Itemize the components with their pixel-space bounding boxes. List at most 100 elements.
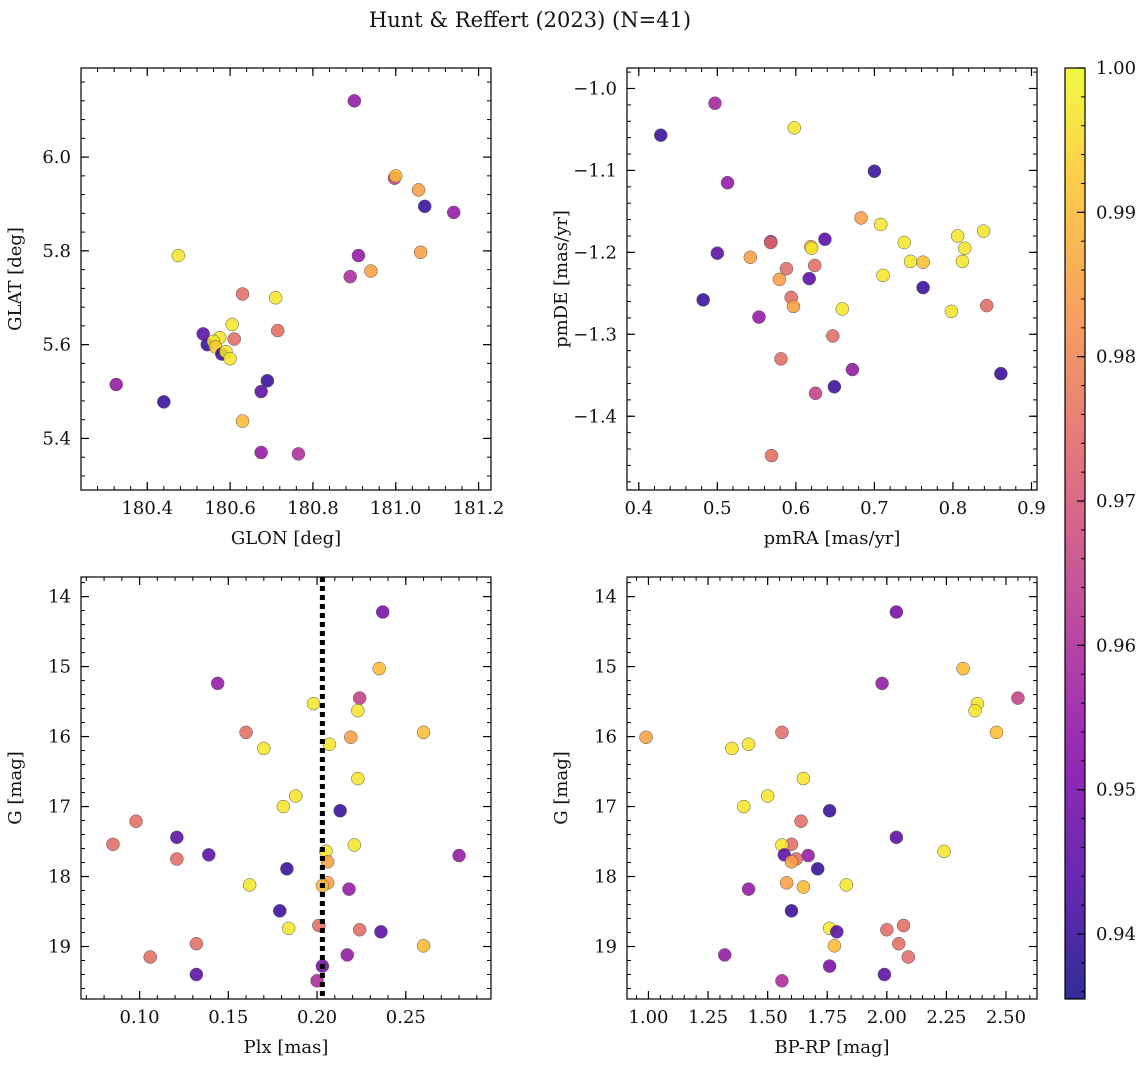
x-tick-label: 180.4 [121,498,173,519]
axes-frame [626,576,1038,1000]
x-axis-label: GLON [deg] [231,528,341,549]
y-tick-label: −1.4 [573,406,617,427]
scatter-point [343,269,357,284]
scatter-point [416,939,431,953]
x-axis-label: pmRA [mas/yr] [764,528,901,549]
y-tick-label: 19 [48,937,71,958]
scatter-point [260,373,275,388]
scatter-point [807,258,822,273]
scatter-point [306,696,321,711]
x-tick-label: 0.9 [1017,498,1046,519]
colorbar-tick-label: 0.95 [1096,780,1136,801]
scatter-point [242,878,257,892]
scatter-point [340,948,354,962]
scatter-point [786,299,801,314]
scatter-point [106,837,120,852]
scatter-point [775,974,789,988]
scatter-point [897,235,912,250]
colorbar-tick-label: 1.00 [1096,58,1136,79]
scatter-point [342,882,356,896]
scatter-point [916,280,930,295]
scatter-point [804,241,819,256]
scatter-point [876,268,890,283]
scatter-point [239,725,253,740]
y-axis-label: G [mag] [551,751,572,824]
scatter-point [654,128,668,142]
x-tick-label: 0.8 [939,498,968,519]
scatter-point [875,676,889,691]
scatter-point [822,959,837,973]
scatter-point [827,380,842,394]
panel-pmra-pmde: 0.4 0.5 0.6 0.7 0.8 0.9 −1.4 −1.3 −1.2 −1.1 −1.0 pm… [551,67,1046,549]
x-tick-label: 2.50 [986,1007,1026,1028]
x-tick-label: 181.2 [453,498,505,519]
scatter-point [273,904,287,918]
scatter-point [452,848,466,863]
x-tick-label: 0.10 [120,1007,160,1028]
scatter-point [784,904,799,918]
x-tick-label: 180.6 [204,498,256,519]
scatter-point [944,304,959,319]
x-tick-label: 2.00 [867,1007,907,1028]
scatter-point [189,967,204,982]
scatter-point [891,936,906,951]
scatter-point [344,730,358,745]
scatter-point [291,447,306,461]
scatter-point [720,175,735,190]
scatter-point [717,948,732,962]
scatter-point [170,830,184,845]
scatter-point [352,922,367,937]
scatter-point [772,272,787,287]
scatter-point [880,922,894,937]
scatter-point [227,332,241,346]
x-tick-label: 0.6 [782,498,811,519]
colorbar-frame [1064,67,1086,1000]
points-group [106,605,466,988]
scatter-point [372,661,386,676]
scatter-point [157,395,171,409]
colorbar: 0.94 0.95 0.96 0.97 0.98 0.99 1.00 [1064,58,1136,1000]
scatter-point [276,799,291,814]
scatter-point [281,921,296,936]
scatter-point [763,235,778,250]
y-tick-label: 15 [48,657,71,678]
x-tick-label: 0.15 [208,1007,248,1028]
scatter-point [254,384,268,399]
y-tick-label: 18 [48,867,71,888]
y-axis-label: G [mag] [5,751,26,824]
scatter-point [774,352,788,366]
scatter-point [796,771,811,786]
scatter-point [374,925,388,939]
scatter-point [347,838,362,852]
x-tick-label: 0.20 [297,1007,337,1028]
scatter-point [808,386,823,401]
scatter-point [417,199,432,214]
scatter-point [968,703,982,718]
scatter-point [989,725,1004,740]
y-tick-label: 16 [594,727,617,748]
scatter-point [254,445,268,460]
scatter-point [333,803,347,818]
scatter-point [845,362,860,377]
scatter-point [854,211,868,225]
scatter-point [822,803,837,818]
scatter-point [775,725,789,740]
scatter-point [827,939,842,953]
scatter-point [830,925,844,939]
scatter-point [839,878,854,892]
scatter-point [347,94,362,108]
y-tick-label: −1.1 [573,160,617,181]
y-axis-label: GLAT [deg] [5,227,26,331]
x-axis-label: BP-RP [mag] [774,1037,889,1058]
scatter-point [760,789,775,803]
scatter-point [896,918,911,933]
x-tick-label: 0.25 [386,1007,426,1028]
scatter-point [446,205,461,220]
scatter-point [351,771,365,786]
scatter-point [708,96,722,110]
scatter-point [351,248,366,263]
scatter-point [903,254,918,269]
scatter-point [235,287,250,301]
scatter-point [957,241,972,256]
